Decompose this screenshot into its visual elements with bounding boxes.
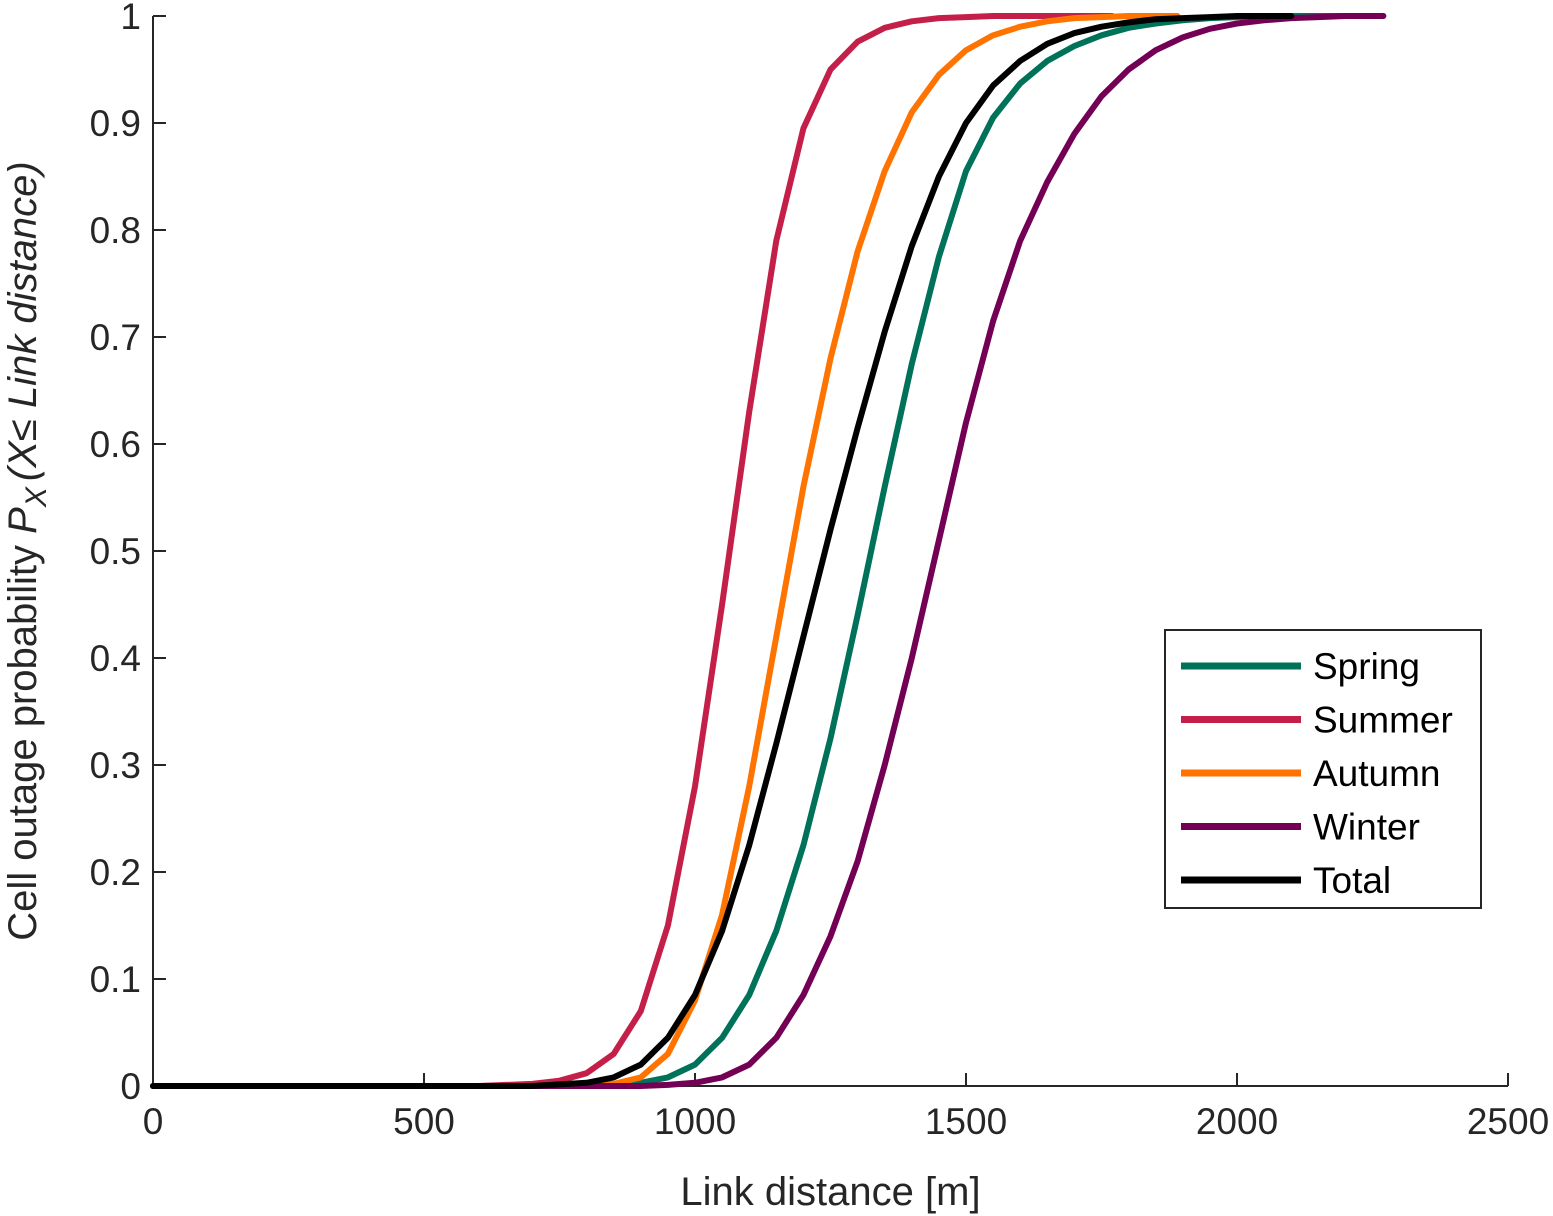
y-tick-label: 0.2 [90,852,141,893]
y-axis-title-main: Cell outage probability [1,534,45,941]
y-tick-label: 0.8 [90,210,141,251]
legend-label-summer: Summer [1313,700,1453,741]
y-axis-title-symbol: P [1,507,45,534]
x-axis-title: Link distance [m] [680,1170,980,1214]
x-tick-label: 0 [143,1101,164,1142]
series-group [150,13,1387,1089]
y-tick-label: 0.7 [90,317,141,358]
y-tick-label: 0.6 [90,424,141,465]
y-tick-label: 0.4 [90,638,141,679]
legend-label-winter: Winter [1313,807,1420,848]
x-tick-label: 2000 [1196,1101,1278,1142]
x-tick-label: 1000 [654,1101,736,1142]
x-tick-label: 500 [393,1101,455,1142]
y-tick-label: 0 [120,1066,141,1107]
y-axis-title-subscript: X [20,486,53,508]
series-line-summer [150,13,1116,1089]
y-axis-title-condition: (X≤ Link distance) [1,161,45,481]
y-tick-label: 0.5 [90,531,141,572]
legend: Spring Summer Autumn Winter Total [1164,629,1482,909]
y-axis-title: Cell outage probability PX (X≤ Link dista… [1,161,53,941]
y-tick-label: 0.9 [90,103,141,144]
legend-box [1164,629,1482,909]
series-line-autumn [150,13,1181,1089]
y-tick-label: 0.1 [90,959,141,1000]
x-tick-label: 2500 [1467,1101,1549,1142]
series-line-winter [150,13,1387,1089]
axes: 0 500 1000 1500 2000 2500 0 0.1 0.2 0.3 0.4 0.5 0.6 0… [90,0,1550,1142]
x-tick-label: 1500 [925,1101,1007,1142]
y-tick-label: 1 [120,0,141,37]
y-tick-label: 0.3 [90,745,141,786]
series-line-total [150,13,1295,1089]
legend-label-autumn: Autumn [1313,753,1441,794]
legend-label-total: Total [1313,860,1391,901]
legend-label-spring: Spring [1313,646,1420,687]
